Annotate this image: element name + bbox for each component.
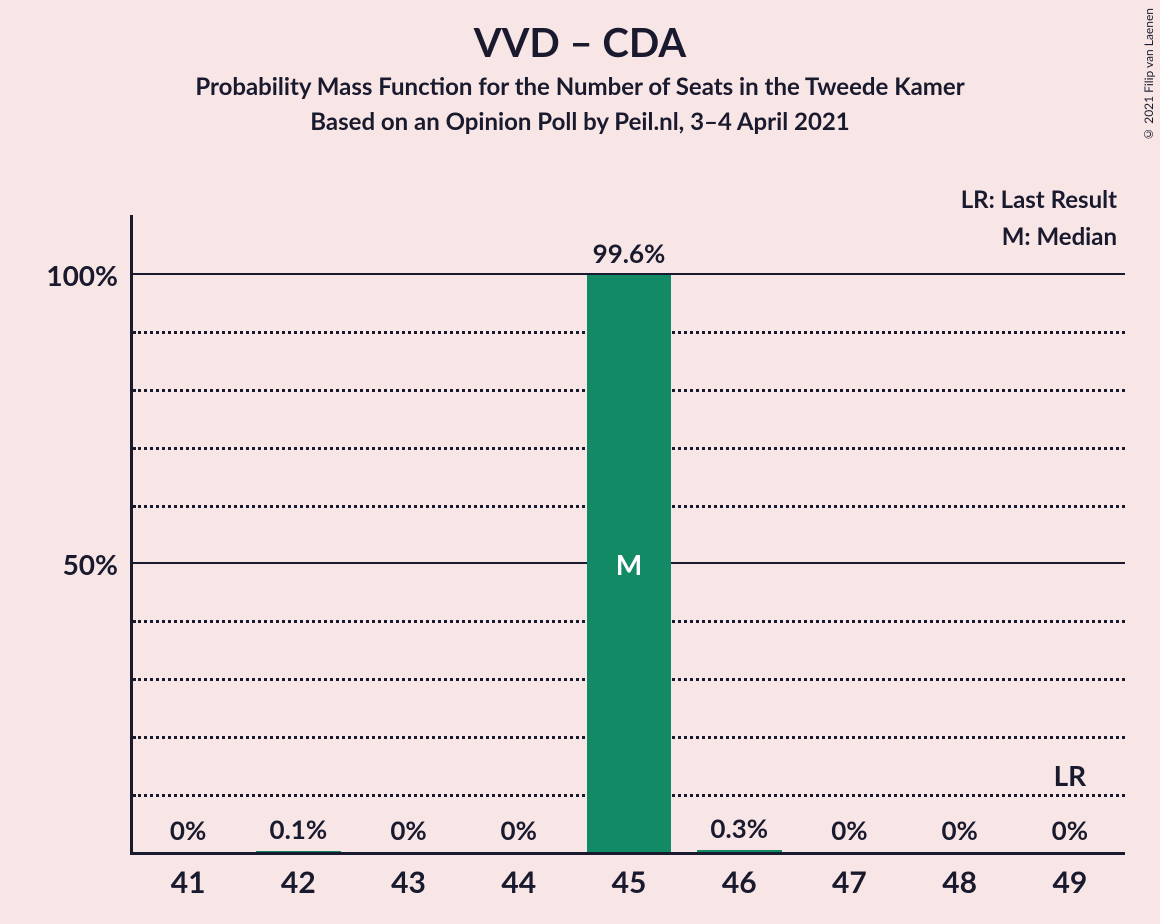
x-tick-label: 46	[722, 864, 757, 900]
legend: LR: Last Result M: Median	[961, 215, 1117, 251]
bar-value-label: 0%	[170, 814, 206, 846]
x-tick-label: 42	[281, 864, 316, 900]
last-result-marker: LR	[1054, 758, 1087, 792]
chart-container: VVD – CDA Probability Mass Function for …	[0, 0, 1160, 924]
bar-value-label: 0%	[1052, 814, 1088, 846]
bar-value-label: 99.6%	[593, 237, 666, 269]
bar-value-label: 0%	[831, 814, 867, 846]
bar: 0.1%	[256, 851, 341, 852]
chart-title: VVD – CDA	[0, 18, 1160, 66]
chart-subtitle-1: Probability Mass Function for the Number…	[0, 72, 1160, 101]
bar: 99.6%M	[587, 275, 672, 852]
bar: 0.3%	[697, 850, 782, 852]
plot-area: LR: Last Result M: Median 50%100%0%410.1…	[130, 215, 1125, 855]
x-tick-label: 45	[612, 864, 647, 900]
title-block: VVD – CDA Probability Mass Function for …	[0, 0, 1160, 136]
x-tick-label: 49	[1052, 864, 1087, 900]
x-tick-label: 44	[501, 864, 536, 900]
chart-subtitle-2: Based on an Opinion Poll by Peil.nl, 3–4…	[0, 107, 1160, 136]
bar-value-label: 0%	[390, 814, 426, 846]
x-tick-label: 47	[832, 864, 867, 900]
y-tick-label: 100%	[46, 258, 118, 292]
x-tick-label: 48	[942, 864, 977, 900]
legend-median: M: Median	[961, 222, 1117, 251]
x-tick-label: 41	[171, 864, 206, 900]
bar-value-label: 0.3%	[710, 812, 768, 844]
bar-value-label: 0.1%	[269, 813, 327, 845]
bar-value-label: 0%	[501, 814, 537, 846]
copyright-text: © 2021 Filip van Laenen	[1141, 8, 1156, 142]
median-marker: M	[616, 547, 642, 581]
x-tick-label: 43	[391, 864, 426, 900]
legend-last-result: LR: Last Result	[961, 185, 1117, 214]
y-tick-label: 50%	[63, 547, 118, 581]
bar-value-label: 0%	[941, 814, 977, 846]
